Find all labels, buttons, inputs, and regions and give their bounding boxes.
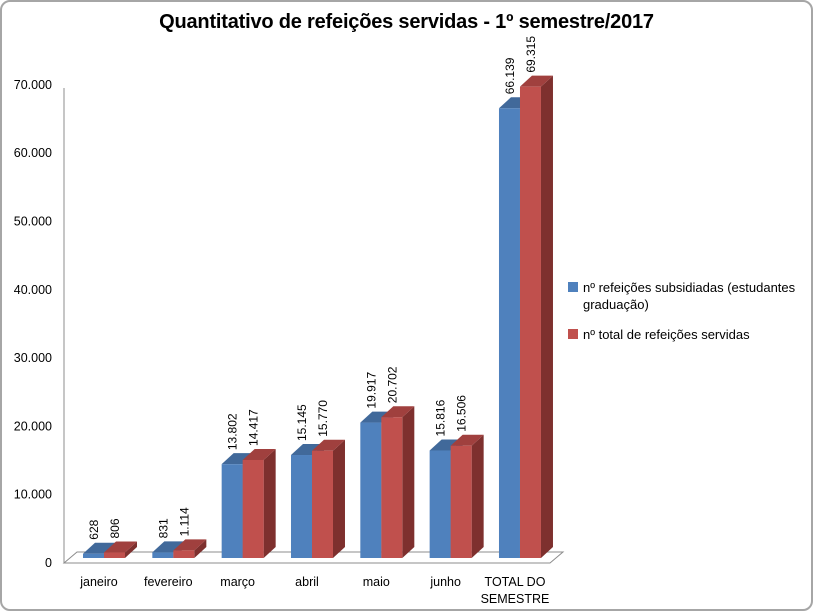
data-label: 14.417: [247, 409, 261, 446]
data-label: 19.917: [364, 372, 378, 409]
bar-front: [311, 450, 333, 558]
bar-top: [381, 406, 415, 418]
data-label: 15.770: [316, 400, 330, 437]
data-label: 66.139: [503, 57, 517, 94]
bar-top: [152, 541, 186, 553]
bar-front: [381, 417, 403, 558]
y-tick-label: 60.000: [14, 146, 52, 160]
data-label: 806: [108, 518, 122, 538]
bar-top: [429, 439, 463, 451]
bar-side: [332, 439, 345, 558]
data-label: 628: [87, 519, 101, 539]
bar-top: [83, 542, 116, 554]
bar-front: [152, 552, 174, 558]
bar-side: [471, 434, 484, 558]
chart-title: Quantitativo de refeições servidas - 1º …: [159, 11, 654, 33]
legend-swatch-blue-icon: [568, 282, 578, 292]
data-label: 69.315: [524, 36, 538, 73]
bar-front: [221, 464, 243, 558]
y-tick-label: 70.000: [14, 78, 52, 92]
category-label: fevereiro: [144, 575, 193, 589]
category-label: SEMESTRE: [481, 592, 550, 606]
bar-side: [194, 539, 207, 558]
bar-side: [125, 541, 137, 558]
bar-top: [242, 448, 276, 460]
bar-front: [173, 550, 195, 558]
data-label: 1.114: [177, 507, 191, 536]
category-label: maio: [363, 575, 390, 589]
legend-swatch-red-icon: [568, 329, 578, 339]
bar-front: [290, 455, 312, 558]
data-label: 16.506: [455, 395, 469, 432]
y-tick-label: 0: [45, 556, 52, 570]
bar-top: [290, 444, 324, 456]
bar-side: [402, 406, 415, 558]
bar-top: [519, 75, 553, 87]
bar-top: [450, 434, 484, 446]
bar-front: [450, 445, 472, 558]
chart-legend: nº refeições subsidiadas (estudantes gra…: [568, 279, 810, 356]
bar-top: [104, 541, 137, 553]
data-label: 831: [156, 518, 170, 538]
data-label: 15.145: [295, 404, 309, 441]
category-label: junho: [429, 575, 461, 589]
legend-item-subsidiadas: nº refeições subsidiadas (estudantes gra…: [568, 279, 810, 313]
bar-top: [311, 439, 345, 451]
y-tick-label: 10.000: [14, 488, 52, 502]
bar-front: [360, 422, 382, 558]
bar-top: [173, 539, 207, 551]
category-label: TOTAL DO: [485, 575, 546, 589]
y-tick-label: 50.000: [14, 215, 52, 229]
legend-item-total: nº total de refeições servidas: [568, 326, 810, 343]
bar-front: [429, 450, 451, 558]
bar-side: [540, 75, 553, 559]
bar-top: [221, 453, 255, 465]
y-tick-label: 40.000: [14, 283, 52, 297]
bar-side: [263, 448, 276, 558]
y-tick-label: 20.000: [14, 419, 52, 433]
data-label: 13.802: [226, 413, 240, 450]
data-label: 15.816: [434, 399, 448, 436]
bar-front: [498, 108, 520, 559]
legend-label-subsidiadas: nº refeições subsidiadas (estudantes gra…: [583, 280, 796, 312]
bar-front: [242, 459, 264, 558]
bar-front: [104, 552, 125, 558]
data-label: 20.702: [385, 366, 399, 403]
y-tick-label: 30.000: [14, 351, 52, 365]
category-label: abril: [295, 575, 319, 589]
category-label: março: [220, 575, 255, 589]
category-label: janeiro: [79, 575, 118, 589]
legend-label-total: nº total de refeições servidas: [583, 327, 750, 342]
bar-front: [83, 553, 104, 558]
bar-front: [519, 86, 541, 559]
